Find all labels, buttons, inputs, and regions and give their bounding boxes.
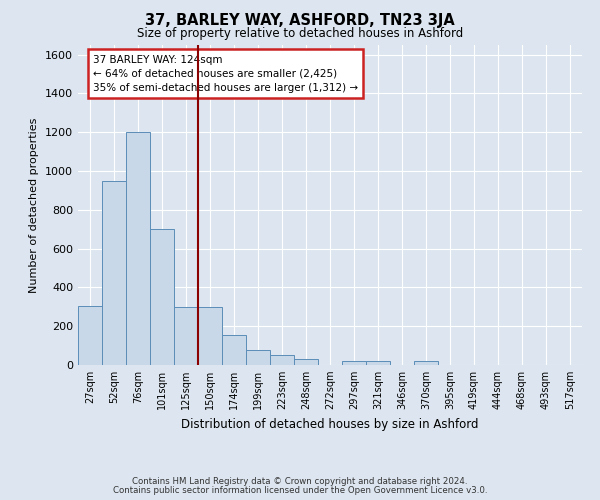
- Y-axis label: Number of detached properties: Number of detached properties: [29, 118, 40, 292]
- Bar: [294, 359, 318, 365]
- Bar: [78, 306, 102, 365]
- Bar: [126, 132, 150, 365]
- Bar: [366, 361, 390, 365]
- Text: Size of property relative to detached houses in Ashford: Size of property relative to detached ho…: [137, 28, 463, 40]
- Bar: [150, 229, 174, 365]
- Text: 37, BARLEY WAY, ASHFORD, TN23 3JA: 37, BARLEY WAY, ASHFORD, TN23 3JA: [145, 12, 455, 28]
- Text: Contains public sector information licensed under the Open Government Licence v3: Contains public sector information licen…: [113, 486, 487, 495]
- Bar: [174, 307, 198, 365]
- X-axis label: Distribution of detached houses by size in Ashford: Distribution of detached houses by size …: [181, 418, 479, 430]
- Bar: [222, 335, 246, 365]
- Bar: [342, 361, 366, 365]
- Bar: [270, 356, 294, 365]
- Bar: [102, 181, 126, 365]
- Text: Contains HM Land Registry data © Crown copyright and database right 2024.: Contains HM Land Registry data © Crown c…: [132, 477, 468, 486]
- Text: 37 BARLEY WAY: 124sqm
← 64% of detached houses are smaller (2,425)
35% of semi-d: 37 BARLEY WAY: 124sqm ← 64% of detached …: [93, 54, 358, 92]
- Bar: [198, 307, 222, 365]
- Bar: [246, 350, 270, 365]
- Bar: [414, 361, 438, 365]
